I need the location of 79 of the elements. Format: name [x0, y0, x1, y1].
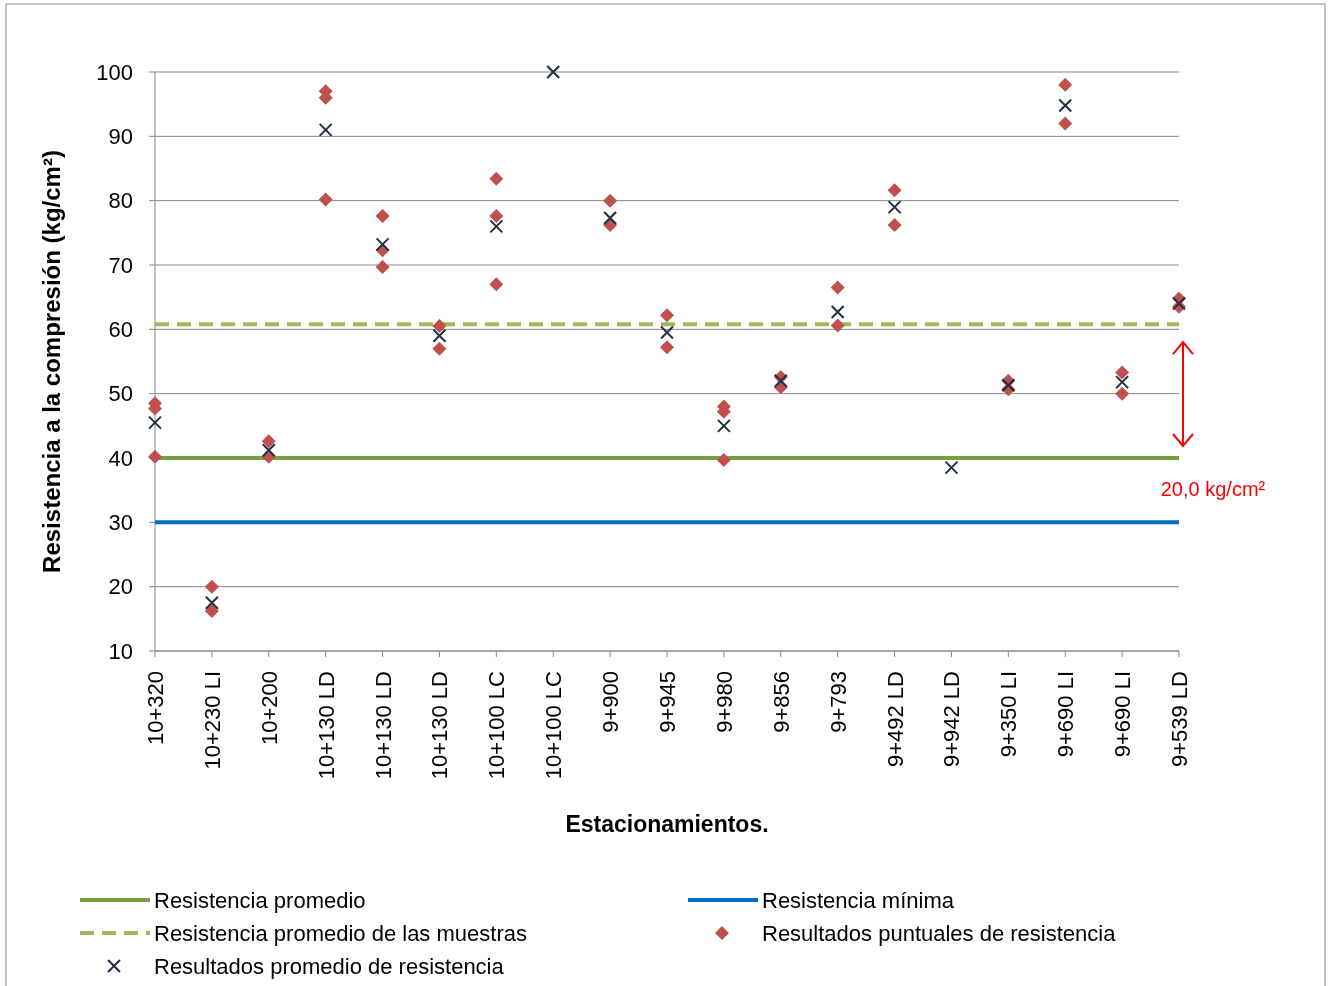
x-tick-label: 9+900 [598, 671, 624, 733]
point [716, 452, 731, 467]
point [489, 277, 504, 292]
point [204, 579, 219, 594]
point [1115, 375, 1130, 390]
point [660, 340, 674, 355]
x-tick-label: 10+100 LC [541, 670, 567, 780]
x-tick-label: 10+130 LD [427, 671, 453, 780]
point [375, 259, 390, 274]
x-tick-label: 10+130 LD [313, 671, 339, 780]
point [148, 415, 162, 430]
legend-label: Resistencia mínima [762, 887, 955, 913]
point [489, 171, 504, 186]
point [716, 418, 731, 433]
point [773, 373, 788, 388]
legend-label: Resultados puntuales de resistencia [762, 920, 1117, 946]
y-tick-label: 90 [108, 124, 133, 150]
point [887, 200, 902, 215]
y-tick-label: 60 [108, 317, 133, 343]
point [546, 65, 561, 79]
point [489, 209, 504, 224]
x-tick-label: 9+539 LD [1167, 671, 1192, 768]
point [830, 280, 845, 295]
point [148, 449, 162, 464]
annotation: 20,0 kg/cm² [1160, 478, 1266, 500]
point [375, 209, 390, 224]
y-tick-label: 100 [96, 59, 133, 85]
point [830, 304, 845, 319]
x-tick-label: 10+320 [143, 671, 168, 746]
x-tick-label: 9+350 LI [996, 671, 1022, 758]
x-tick-label: 10+100 LC [484, 670, 510, 780]
point [1115, 365, 1130, 380]
x-tick-label: 9+690 LI [1053, 671, 1079, 758]
x-tick-label: 10+230 LI [199, 671, 225, 770]
point [660, 325, 674, 340]
x-tick-label: 9+793 [825, 671, 851, 733]
x-tick-label: 9+492 LD [882, 671, 908, 768]
y-tick-label: 70 [108, 252, 133, 278]
x-axis-title: Estacionamientos. [565, 811, 769, 837]
legend-label: Resistencia promedio de las muestras [154, 920, 527, 946]
point [204, 604, 219, 619]
legend-label: Resultados promedio de resistencia [154, 953, 505, 979]
point [944, 460, 959, 475]
point [318, 122, 333, 137]
y-tick-label: 30 [108, 510, 133, 536]
point [1001, 378, 1016, 393]
y-tick-label: 50 [108, 381, 133, 407]
point [830, 318, 845, 333]
y-axis-title: Resistencia a la compresión (kg/cm²) [38, 150, 65, 573]
point [1115, 386, 1130, 401]
point [603, 211, 618, 226]
point [261, 443, 276, 458]
point [887, 218, 902, 233]
point [318, 192, 333, 207]
point [603, 193, 618, 208]
y-tick-label: 10 [108, 638, 133, 664]
point [660, 308, 674, 323]
x-tick-label: 10+200 [256, 671, 282, 746]
x-tick-label: 9+856 [768, 671, 794, 733]
point [432, 319, 447, 334]
x-tick-label: 9+945 [655, 671, 680, 733]
point [204, 595, 219, 610]
y-tick-label: 40 [108, 445, 133, 471]
x-tick-label: 9+942 LD [939, 671, 965, 768]
x-tick-label: 9+690 LI [1110, 671, 1136, 758]
point [1058, 77, 1073, 92]
y-tick-label: 20 [108, 574, 133, 600]
point [489, 219, 504, 234]
x-tick-label: 10+130 LD [370, 671, 396, 780]
point [887, 183, 902, 198]
point [261, 434, 276, 449]
point [375, 237, 390, 252]
legend-label: Resistencia promedio [154, 887, 366, 913]
x-tick-label: 9+980 [711, 671, 737, 733]
point [1058, 116, 1073, 131]
y-tick-label: 80 [108, 188, 133, 214]
point [432, 341, 447, 356]
point [432, 328, 447, 343]
point [1058, 98, 1073, 113]
